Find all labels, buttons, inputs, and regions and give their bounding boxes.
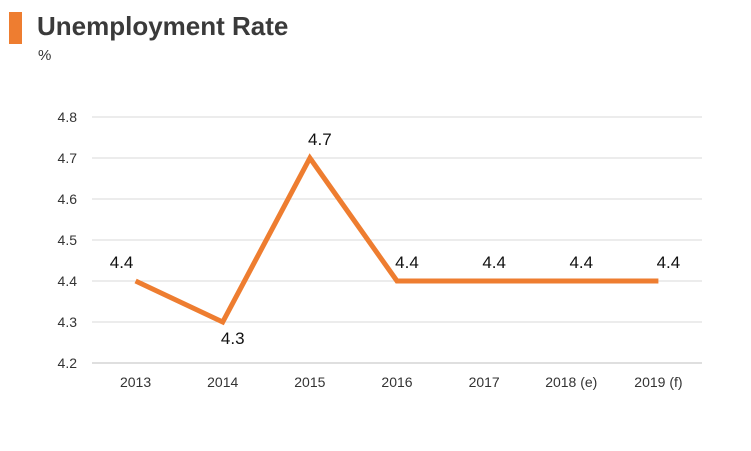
data-label: 4.4 (569, 253, 593, 272)
y-axis-unit-label: % (38, 47, 52, 64)
x-tick-label: 2017 (469, 374, 500, 390)
title-accent-bar (9, 12, 22, 44)
chart-title: Unemployment Rate (37, 11, 289, 41)
x-tick-label: 2013 (120, 374, 151, 390)
data-label: 4.4 (395, 253, 419, 272)
x-tick-label: 2014 (207, 374, 238, 390)
x-tick-label: 2016 (381, 374, 412, 390)
data-label: 4.4 (657, 253, 681, 272)
y-tick-label: 4.2 (58, 355, 78, 371)
data-label: 4.7 (308, 130, 332, 149)
y-tick-label: 4.8 (58, 109, 78, 125)
x-tick-label: 2018 (e) (545, 374, 597, 390)
y-tick-label: 4.7 (58, 150, 78, 166)
y-tick-label: 4.5 (58, 232, 78, 248)
series-line (134, 153, 659, 326)
x-tick-label: 2015 (294, 374, 325, 390)
y-tick-label: 4.3 (58, 314, 78, 330)
y-tick-label: 4.6 (58, 191, 78, 207)
x-tick-label: 2019 (f) (634, 374, 682, 390)
data-label: 4.3 (221, 329, 245, 348)
y-tick-label: 4.4 (58, 273, 78, 289)
data-label: 4.4 (110, 253, 134, 272)
data-label: 4.4 (482, 253, 506, 272)
